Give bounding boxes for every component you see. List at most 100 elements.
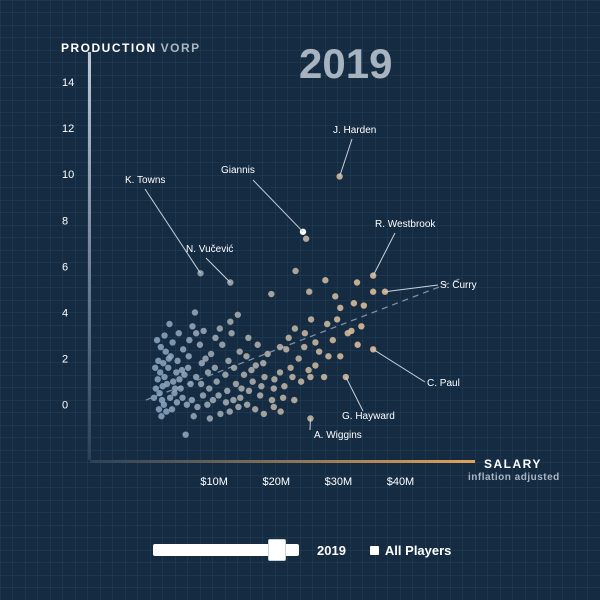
data-point[interactable]	[256, 392, 264, 399]
data-point[interactable]	[171, 389, 178, 397]
data-point[interactable]	[260, 359, 267, 367]
data-point[interactable]	[342, 373, 350, 381]
data-point[interactable]	[329, 336, 336, 344]
data-point[interactable]	[277, 408, 284, 415]
data-point[interactable]	[236, 348, 243, 355]
data-point[interactable]	[333, 316, 341, 323]
data-point[interactable]	[245, 334, 252, 342]
data-point[interactable]	[209, 396, 217, 404]
data-point[interactable]	[324, 320, 331, 328]
data-point[interactable]	[188, 396, 196, 404]
data-point[interactable]	[204, 369, 212, 376]
data-point[interactable]	[173, 399, 181, 406]
all-players-label[interactable]: All Players	[384, 542, 452, 558]
data-point[interactable]	[302, 235, 310, 242]
data-point[interactable]	[306, 288, 313, 295]
data-point[interactable]	[297, 378, 305, 385]
data-point[interactable]	[155, 357, 162, 365]
data-point[interactable]	[240, 371, 248, 378]
data-point[interactable]	[182, 431, 189, 438]
data-point[interactable]	[226, 408, 233, 415]
data-point[interactable]	[212, 334, 219, 342]
data-point[interactable]	[225, 357, 232, 365]
data-point[interactable]	[178, 366, 186, 374]
data-point[interactable]	[279, 394, 287, 401]
data-point[interactable]	[276, 369, 284, 376]
data-point[interactable]	[198, 359, 205, 367]
data-point[interactable]	[350, 300, 358, 307]
data-point[interactable]	[245, 387, 253, 395]
data-point[interactable]	[312, 339, 319, 346]
data-point[interactable]	[322, 277, 329, 284]
data-point[interactable]	[248, 366, 255, 374]
data-point[interactable]	[176, 376, 183, 383]
data-point[interactable]	[307, 316, 315, 323]
data-point[interactable]	[156, 369, 164, 376]
data-point[interactable]	[158, 413, 165, 420]
data-point[interactable]	[197, 380, 205, 388]
data-point[interactable]	[301, 330, 309, 337]
all-players-checkbox[interactable]	[369, 545, 379, 555]
data-point[interactable]	[260, 410, 268, 418]
data-point[interactable]	[381, 288, 389, 295]
data-point[interactable]	[179, 394, 186, 401]
data-point[interactable]	[207, 350, 215, 358]
data-point[interactable]	[271, 376, 278, 383]
data-point[interactable]	[215, 392, 222, 399]
data-point[interactable]	[173, 369, 180, 376]
data-point[interactable]	[199, 392, 207, 399]
data-point[interactable]	[283, 346, 290, 353]
data-point[interactable]	[177, 385, 184, 392]
data-point[interactable]	[154, 376, 161, 383]
data-point[interactable]	[216, 325, 223, 332]
data-point[interactable]	[174, 357, 181, 365]
data-point[interactable]	[289, 373, 296, 381]
data-point[interactable]	[243, 353, 250, 360]
data-point[interactable]	[301, 343, 308, 351]
data-point[interactable]	[291, 396, 298, 404]
data-point[interactable]	[224, 387, 231, 395]
data-point[interactable]	[249, 378, 256, 385]
data-point[interactable]	[169, 339, 176, 346]
data-point[interactable]	[156, 389, 163, 397]
data-point[interactable]	[150, 394, 158, 401]
data-point[interactable]	[234, 311, 241, 318]
data-point[interactable]	[196, 341, 204, 348]
data-point[interactable]	[312, 362, 319, 369]
data-point[interactable]	[192, 330, 200, 337]
data-point[interactable]	[320, 373, 328, 381]
data-point[interactable]	[152, 364, 159, 371]
data-point[interactable]	[152, 385, 160, 392]
data-point[interactable]	[230, 364, 238, 371]
data-point[interactable]	[166, 394, 174, 401]
data-point[interactable]	[186, 336, 193, 344]
data-point[interactable]	[161, 332, 168, 339]
data-point[interactable]	[354, 341, 361, 348]
data-point[interactable]	[295, 355, 302, 362]
data-point[interactable]	[185, 353, 192, 360]
data-point[interactable]	[166, 320, 173, 328]
data-point[interactable]	[163, 408, 170, 415]
data-point[interactable]	[162, 348, 169, 355]
data-point[interactable]	[153, 336, 161, 344]
data-point[interactable]	[160, 401, 168, 408]
data-point[interactable]	[206, 415, 214, 422]
data-point[interactable]	[358, 323, 365, 330]
data-point[interactable]	[189, 323, 196, 330]
data-point[interactable]	[258, 383, 265, 390]
data-point[interactable]	[243, 401, 251, 408]
data-point[interactable]	[190, 413, 197, 420]
data-point[interactable]	[369, 288, 377, 295]
data-point[interactable]	[252, 362, 259, 369]
data-point[interactable]	[344, 330, 351, 337]
data-point[interactable]	[261, 373, 268, 381]
data-point[interactable]	[254, 341, 261, 348]
data-point[interactable]	[183, 401, 191, 408]
data-point[interactable]	[227, 318, 234, 325]
data-point[interactable]	[337, 353, 344, 360]
data-point[interactable]	[179, 346, 187, 353]
data-point[interactable]	[194, 403, 201, 411]
data-point[interactable]	[213, 378, 220, 385]
data-point[interactable]	[204, 401, 211, 408]
data-point[interactable]	[325, 353, 332, 360]
